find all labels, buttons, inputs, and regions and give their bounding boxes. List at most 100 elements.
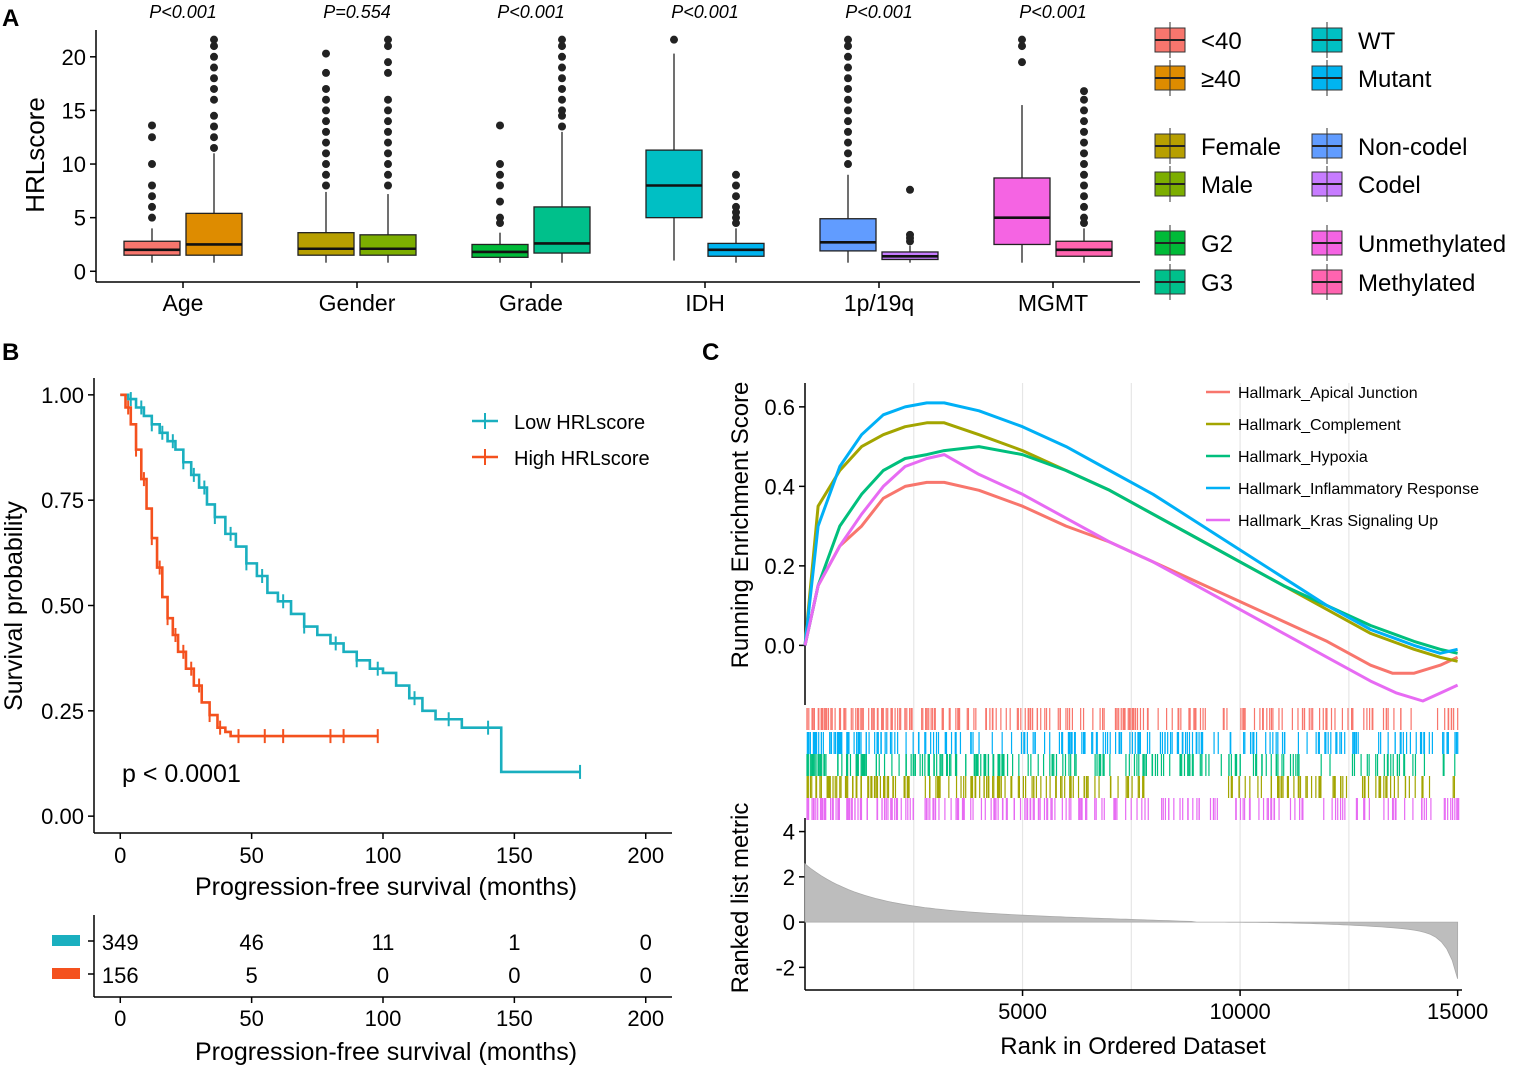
survival-panel: Survival probability Progression-free su… [0, 378, 672, 901]
outlier-point [210, 143, 218, 152]
outlier-point [210, 42, 218, 51]
legend-label: Unmethylated [1358, 231, 1506, 258]
outlier-point [1080, 202, 1088, 211]
risk-count: 5 [246, 963, 258, 988]
outlier-point [1080, 213, 1088, 222]
risk-table: Progression-free survival (months) 349 46… [52, 915, 672, 1065]
outlier-point [844, 95, 852, 104]
outlier-point [322, 160, 330, 169]
outlier-point [844, 138, 852, 147]
outlier-point [496, 160, 504, 169]
outlier-point [148, 213, 156, 222]
boxplot-panel: HRLscore 0 5 10 15 20 Age P<0.001 Gender P=0.554… [20, 2, 1140, 316]
y-tick-label: 0.6 [764, 395, 795, 420]
x-tick-label: Age [163, 290, 204, 316]
outlier-point [496, 181, 504, 190]
x-tick-label: 150 [496, 843, 533, 868]
outlier-point [384, 138, 392, 147]
outlier-point [558, 84, 566, 93]
outlier-point [210, 35, 218, 44]
outlier-point [148, 133, 156, 142]
outlier-point [322, 68, 330, 77]
outlier-point [210, 63, 218, 72]
outlier-point [1080, 138, 1088, 147]
outlier-point [1080, 160, 1088, 169]
outlier-point [558, 52, 566, 61]
outlier-point [322, 84, 330, 93]
p-value-label: P<0.001 [845, 2, 913, 22]
metric-y-tick-label: 2 [783, 865, 795, 890]
risk-x-axis-label: Progression-free survival (months) [195, 1038, 577, 1065]
box [297, 232, 355, 256]
p-value-label: P=0.554 [323, 2, 391, 22]
risk-row-swatch [52, 968, 80, 979]
risk-x-tick-label: 200 [627, 1006, 664, 1031]
outlier-point [384, 58, 392, 67]
outlier-point [1018, 58, 1026, 67]
outlier-point [844, 63, 852, 72]
risk-row-swatch [52, 935, 80, 946]
outlier-point [1080, 87, 1088, 96]
y-tick-label: 0 [74, 259, 86, 284]
risk-x-tick-label: 150 [496, 1006, 533, 1031]
outlier-point [732, 202, 740, 211]
x-tick-label: 15000 [1427, 999, 1488, 1024]
y-tick-label: 0.75 [41, 488, 84, 513]
outlier-point [844, 106, 852, 115]
outlier-point [844, 149, 852, 158]
metric-axis-label: Ranked list metric [727, 803, 754, 994]
legend-label: WT [1358, 28, 1396, 55]
legend-label: G3 [1201, 270, 1233, 297]
outlier-point [210, 95, 218, 104]
legend-label: Hallmark_Apical Junction [1238, 385, 1418, 402]
box [533, 206, 591, 254]
outlier-point [322, 170, 330, 179]
metric-y-tick-label: 0 [783, 910, 795, 935]
outlier-point [844, 160, 852, 169]
outlier-point [558, 35, 566, 44]
outlier-point [732, 181, 740, 190]
y-tick-label: 0.25 [41, 699, 84, 724]
outlier-point [558, 63, 566, 72]
outlier-point [384, 106, 392, 115]
outlier-point [322, 95, 330, 104]
outlier-point [558, 122, 566, 131]
enrichment-curve [803, 453, 1459, 703]
outlier-point [148, 121, 156, 130]
x-tick-label: MGMT [1018, 290, 1088, 316]
outlier-point [558, 106, 566, 115]
outlier-point [844, 35, 852, 44]
outlier-point [558, 95, 566, 104]
outlier-point [906, 185, 914, 194]
outlier-point [384, 160, 392, 169]
outlier-point [384, 127, 392, 136]
outlier-point [844, 84, 852, 93]
risk-count: 0 [640, 930, 652, 955]
x-tick-label: Grade [499, 290, 563, 316]
legend-label: Hallmark_Hypoxia [1238, 449, 1368, 466]
outlier-point [384, 95, 392, 104]
outlier-point [210, 52, 218, 61]
y-tick-label: 15 [62, 98, 86, 123]
panel-label-b: B [2, 339, 19, 366]
risk-count: 0 [377, 963, 389, 988]
legend-label: Mutant [1358, 66, 1432, 93]
x-tick-label: 5000 [998, 999, 1047, 1024]
risk-x-tick-label: 0 [114, 1006, 126, 1031]
outlier-point [844, 117, 852, 126]
x-axis-label: Progression-free survival (months) [195, 873, 577, 901]
risk-count: 46 [239, 930, 263, 955]
p-value-label: P<0.001 [149, 2, 217, 22]
outlier-point [322, 149, 330, 158]
outlier-point [210, 133, 218, 142]
outlier-point [322, 127, 330, 136]
legend-label: ≥40 [1201, 66, 1241, 93]
outlier-point [384, 181, 392, 190]
y-axis-label: Running Enrichment Score [727, 382, 754, 669]
outlier-point [384, 68, 392, 77]
enrichment-curve [803, 401, 1458, 655]
metric-y-tick-label: -2 [775, 955, 795, 980]
outlier-point [844, 42, 852, 51]
y-tick-label: 0.4 [764, 474, 795, 499]
